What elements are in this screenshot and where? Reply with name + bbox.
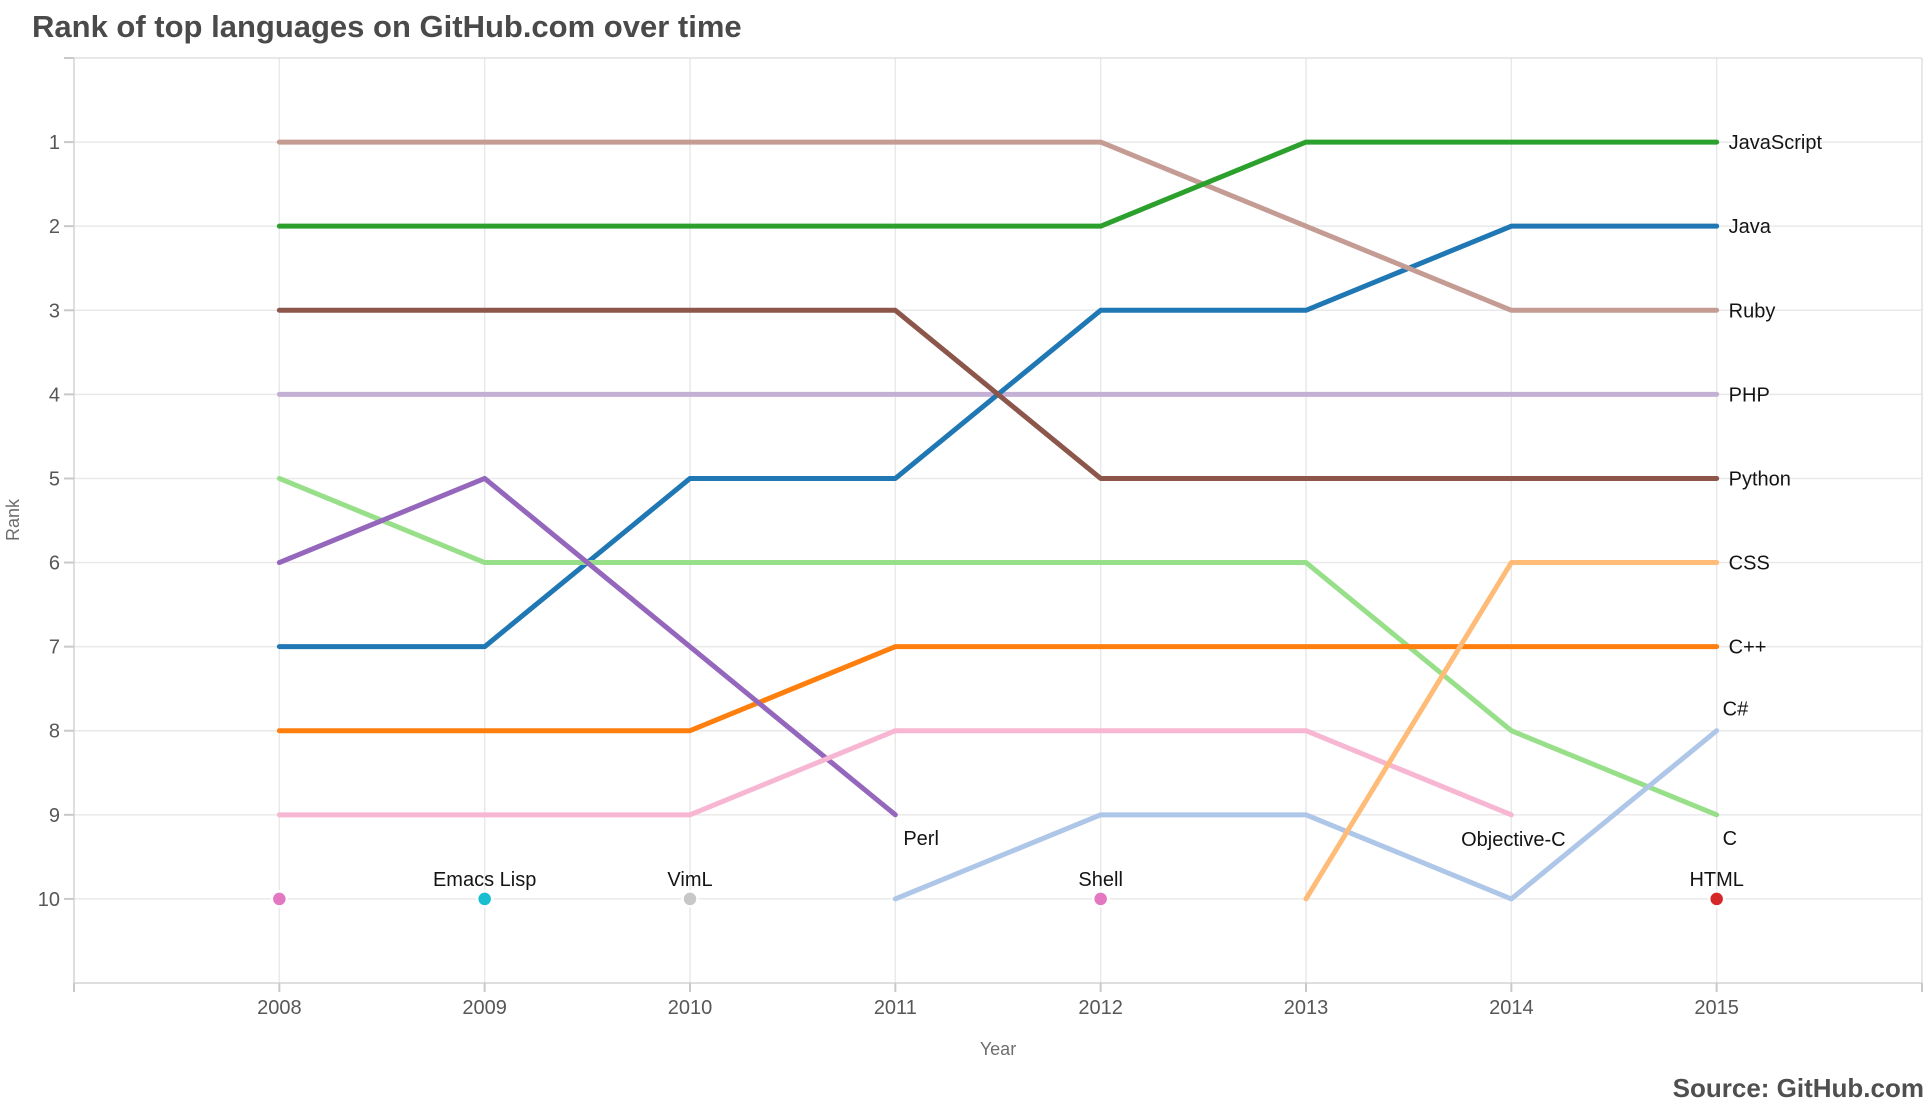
line-objective-c	[276, 728, 1514, 818]
dot-shell	[1091, 890, 1110, 908]
y-tick-label: 10	[38, 889, 60, 911]
y-tick-label: 8	[49, 721, 60, 743]
label-python: Python	[1729, 468, 1791, 490]
label-objective-c: Objective-C	[1461, 829, 1565, 851]
line-ruby	[276, 139, 1720, 313]
line-perl	[276, 475, 898, 818]
dot-emacs-lisp	[475, 890, 494, 908]
x-tick-label: 2012	[1078, 997, 1123, 1019]
x-tick-label: 2010	[668, 997, 713, 1019]
chart-title: Rank of top languages on GitHub.com over…	[32, 9, 742, 44]
x-tick-label: 2013	[1284, 997, 1329, 1019]
x-tick-label: 2008	[257, 997, 302, 1019]
source-note: Source: GitHub.com	[1673, 1073, 1924, 1103]
y-tick-label: 9	[49, 805, 60, 827]
x-axis-title: Year	[980, 1039, 1016, 1059]
line-c	[276, 475, 1720, 818]
label-perl: Perl	[903, 828, 939, 850]
label-ruby: Ruby	[1729, 300, 1776, 322]
series-layer	[270, 139, 1726, 908]
y-tick-label: 3	[49, 300, 60, 322]
x-tick-label: 2015	[1694, 997, 1739, 1019]
dot-viml	[681, 890, 699, 908]
dot-html	[1707, 890, 1726, 908]
y-tick-label: 5	[49, 468, 60, 490]
y-tick-label: 6	[49, 553, 60, 575]
x-tick-label: 2014	[1489, 997, 1534, 1019]
line-css	[1303, 560, 1720, 902]
y-tick-label: 4	[49, 384, 60, 406]
label-c: C++	[1729, 637, 1767, 659]
label-java: Java	[1729, 216, 1772, 238]
line-javascript	[276, 139, 1720, 229]
grid-layer	[74, 58, 1922, 983]
label-html: HTML	[1689, 869, 1743, 891]
y-tick-label: 7	[49, 637, 60, 659]
label-emacs-lisp: Emacs Lisp	[433, 869, 536, 891]
label-viml: VimL	[667, 869, 712, 891]
y-axis-title: Rank	[3, 498, 23, 541]
axis-layer: 2008 2009 2010 2011 2012 2013 2014 2015 1 2 3 4 5 6 7 8…	[38, 57, 1923, 1019]
line-c	[276, 644, 1720, 734]
dot-shell	[270, 890, 289, 908]
line-python	[276, 307, 1720, 481]
label-css: CSS	[1729, 553, 1770, 575]
label-shell: Shell	[1078, 869, 1122, 891]
label-php: PHP	[1729, 384, 1770, 406]
label-javascript: JavaScript	[1729, 132, 1823, 154]
line-c	[892, 728, 1720, 902]
series-label-layer: PHP Java Ruby JavaScript Python C C++ Perl Objec…	[433, 132, 1823, 891]
y-tick-label: 2	[49, 216, 60, 238]
label-c: C	[1723, 828, 1737, 850]
x-tick-label: 2009	[462, 997, 507, 1019]
label-c: C#	[1723, 699, 1749, 721]
y-tick-label: 1	[49, 132, 60, 154]
x-tick-label: 2011	[874, 997, 917, 1019]
